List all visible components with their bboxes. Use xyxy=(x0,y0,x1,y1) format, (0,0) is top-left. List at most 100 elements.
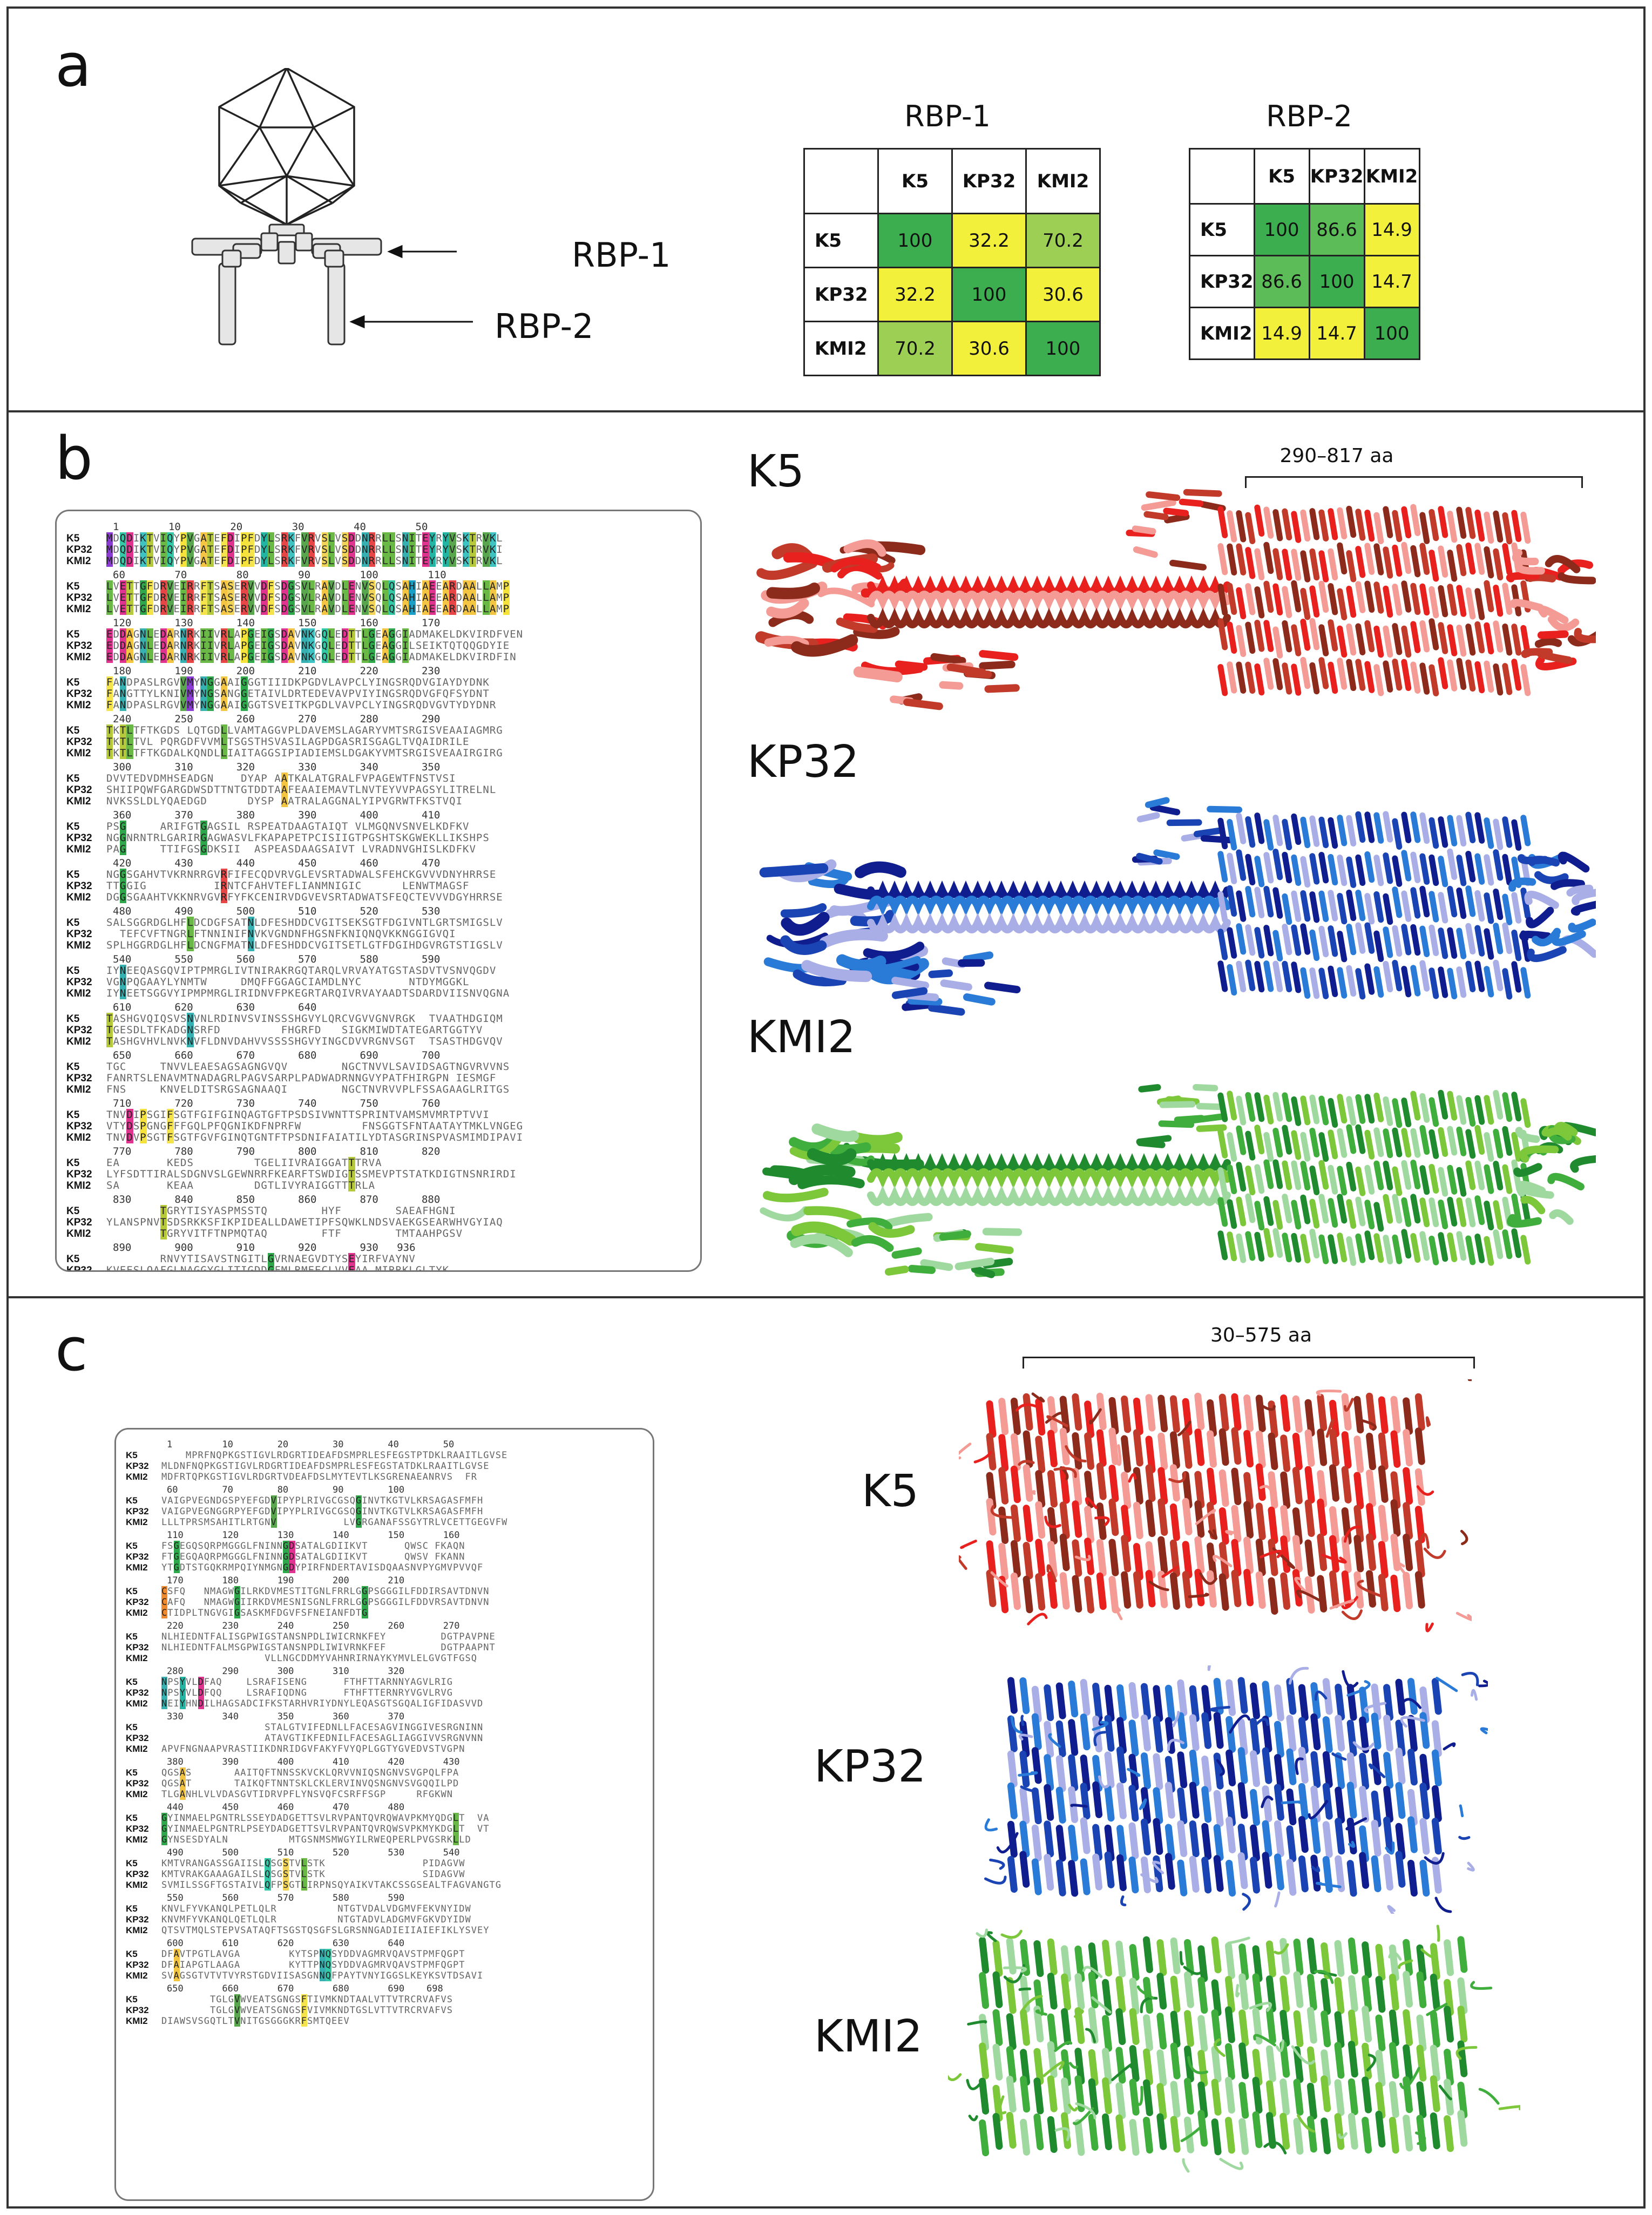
alignment-block: 60 70 80 90 100 K5 VAIGPVEGNDGSPYEFGDVIPYP… xyxy=(126,1485,645,1528)
sequence-name: K5 xyxy=(66,773,80,784)
alignment-block: 380 390 400 410 420 430 K5 QGSAS AAITQFTNN… xyxy=(126,1757,645,1800)
sequence-residues: LYFSDTTIRALSDGNVSLGEWNRRFKEARFTSWDIGTSSM… xyxy=(106,1168,517,1180)
column-header: K5 xyxy=(877,148,953,214)
alignment-row: KP32 VTYDSPGNGFFFGQLPFQGNIKDFNPRFW FNSGGT… xyxy=(66,1120,693,1132)
alignment-row: KP32 TGESDLTFKADGNSRFD FHGRFD SIGKMIWDTAT… xyxy=(66,1024,693,1036)
row-header: KMI2 xyxy=(803,321,879,376)
sequence-name: K5 xyxy=(66,1013,80,1025)
alignment-row: KMI2 DGGSGAAHTVKKNRVGVRFYFKCENIRVDGVEVSRT… xyxy=(66,891,693,903)
alignment-row: K5 QGSAS AAITQFTNNSSKVCKLQRVVNIQSNGNVSVGP… xyxy=(126,1767,645,1778)
alignment-row: KMI2 IYNEETSGGVYIPMPMRGLIRIDNVFPKEGRTARQI… xyxy=(66,987,693,999)
sequence-residues: TKTLTVL PQRGDFVVMLTSGSTHSVASILAGPDGASRIS… xyxy=(106,736,470,748)
sequence-name: K5 xyxy=(66,1109,80,1121)
alignment-block: 220 230 240 250 260 270 K5 NLHIEDNTFALISGP… xyxy=(126,1621,645,1664)
alignment-row: K5 DFAVTPGTLAVGA KYTSPNQSYDDVAGMRVQAVSTPM… xyxy=(126,1949,645,1960)
phage-diagram xyxy=(171,67,473,403)
alignment-ruler: 650 660 670 680 690 700 xyxy=(113,1049,441,1061)
protein-structure-kp32 xyxy=(980,1665,1488,1914)
column-header: KP32 xyxy=(1308,148,1365,205)
alignment-ruler: 330 340 350 360 370 xyxy=(167,1711,405,1722)
sequence-name: KMI2 xyxy=(126,1970,148,1981)
alignment-block: 120 130 140 150 160 170 K5 EDDAGNLEDARNRKI… xyxy=(66,617,693,663)
sequence-residues: VGNPQGAAYLYNMTW DMQFFGGAGCIAMDLNYC NTDYM… xyxy=(106,976,470,988)
alignment-row: KMI2 CTIDPLTNGVGIGSASKMFDGVFSFNEIANFDTG xyxy=(126,1608,645,1618)
sequence-residues: LLLTPRSMSAHITLRTGNV LVGRGANAFSSGYTRLVCET… xyxy=(161,1517,508,1528)
panel-letter-c: c xyxy=(55,1315,88,1384)
sequence-residues: STALGTVIFEDNLLFACESAGVINGGIVESRGNINN xyxy=(265,1722,484,1733)
sequence-name: KMI2 xyxy=(126,1517,148,1527)
sequence-name: K5 xyxy=(126,1631,138,1642)
column-header: KMI2 xyxy=(1363,148,1420,205)
alignment-row: KP32 MLDNFNQPKGSTIGVLRDGRTIDEAFDSMPRLESFE… xyxy=(126,1461,645,1472)
sequence-name: KMI2 xyxy=(66,796,91,807)
sequence-name: KMI2 xyxy=(66,748,91,759)
alignment-block: 480 490 500 510 520 530 K5 SALSGGRDGLHFLDC… xyxy=(66,905,693,951)
sequence-residues: FANDPASLRGVVMYNGGAAIGGGTSVEITKPGDLVAVPCL… xyxy=(106,699,497,711)
alignment-row: K5 NPSYVLDFAQ LSRAFISENG FTHFTTARNNYAGVLR… xyxy=(126,1677,645,1688)
sequence-name: KMI2 xyxy=(126,1608,148,1618)
alignment-row: KP32 GYINMAELPGNTRLPSEYDADGETTSVLRVPANTQV… xyxy=(126,1824,645,1834)
alignment-ruler: 420 430 440 450 460 470 xyxy=(113,857,441,869)
alignment-ruler: 600 610 620 630 640 xyxy=(167,1938,405,1949)
sequence-name: KMI2 xyxy=(66,604,91,615)
alignment-row: KP32 DFAIAPGTLAAGA KYTTPNQSYDDVAGMRVQAVST… xyxy=(126,1960,645,1970)
alignment-row: K5 TNVDIPSGIFSGTFGIFGINQAGTGFTPSDSIVWNTTS… xyxy=(66,1109,693,1121)
panel-letter-a: a xyxy=(55,31,92,100)
sequence-name: KP32 xyxy=(66,736,92,748)
sequence-name: KP32 xyxy=(66,1073,92,1084)
sequence-name: K5 xyxy=(126,1450,138,1460)
sequence-name: KP32 xyxy=(66,640,92,652)
protein-structure-k5 xyxy=(743,483,1596,720)
alignment-row: K5 TASHGVQIQSVSNVNLRDINVSVINSSSHGVYLQRCVG… xyxy=(66,1013,693,1025)
sequence-name: KP32 xyxy=(126,1506,149,1516)
sequence-name: K5 xyxy=(126,1813,138,1823)
alignment-row: KP32 KMTVRAKGAAAGAILSLQSGSTVLSTK SIDAGVW xyxy=(126,1869,645,1880)
domain-range-label: 30–575 aa xyxy=(1210,1324,1312,1346)
alignment-ruler: 380 390 400 410 420 430 xyxy=(167,1757,460,1767)
sequence-residues: QGSAS AAITQFTNNSSKVCKLQRVVNIQSNGNVSVGPQL… xyxy=(161,1767,459,1778)
sequence-name: KMI2 xyxy=(66,556,91,567)
alignment-block: 610 620 630 640 K5 TASHGVQIQSVSNVNLRDINVSV… xyxy=(66,1001,693,1047)
sequence-name: KP32 xyxy=(126,1642,149,1652)
sequence-name: K5 xyxy=(66,1254,80,1265)
structure-label-kmi2: KMI2 xyxy=(814,2011,923,2062)
alignment-block: 300 310 320 330 340 350 K5 DVVTEDVDMHSEADG… xyxy=(66,761,693,807)
sequence-name: K5 xyxy=(126,1949,138,1959)
sequence-alignment-rbp2: 1 10 20 30 40 50 K5 MPRFNQPKGSTIGVLRDGRTI… xyxy=(114,1428,654,2201)
alignment-block: 180 190 200 210 220 230 K5 FANDPASLRGVVMYN… xyxy=(66,665,693,711)
sequence-residues: NLHIEDNTFALMSGPWIGSTANSNPDLIWIVRNKFEF DG… xyxy=(161,1642,496,1653)
identity-cell: 14.9 xyxy=(1363,203,1420,256)
sequence-residues: MDQDIKTVIQYPVGATEFDIPFDYLSRKFVRVSLVSDDNR… xyxy=(106,544,503,556)
sequence-residues: CTIDPLTNGVGIGSASKMFDGVFSFNEIANFDTG xyxy=(161,1608,368,1618)
sequence-name: KP32 xyxy=(66,1217,92,1228)
panel-a: a xyxy=(6,6,1646,412)
sequence-name: KMI2 xyxy=(66,700,91,711)
sequence-residues: VLLNGCDDMYVAHNRIRNAYKYMVLELGVGTFGSQ xyxy=(265,1653,477,1664)
alignment-row: K5 GYINMAELPGNTRLSSEYDADGETTSVLRVPANTQVRQ… xyxy=(126,1813,645,1824)
alignment-block: 440 450 460 470 480 K5 GYINMAELPGNTRLSSEYD… xyxy=(126,1802,645,1845)
identity-cell: 32.2 xyxy=(951,213,1027,268)
alignment-row: KMI2 LVETTGFDRVEIRRFTSASERVVDFSDGSVLRAVDL… xyxy=(66,603,693,615)
panel-c: c 1 10 20 30 40 50 K5 MPRFNQPKGSTIGVLRDGR… xyxy=(6,1296,1646,2209)
alignment-row: K5 FANDPASLRGVVMYNGGAAIGGGTIIIDKPGDVLAVPC… xyxy=(66,676,693,688)
sequence-name: K5 xyxy=(126,1767,138,1778)
sequence-residues: MLDNFNQPKGSTIGVLRDGRTIDEAFDSMPRLESFEGSTA… xyxy=(161,1461,490,1472)
rbp1-label: RBP-1 xyxy=(572,235,671,275)
sequence-residues: IYNEEQASGQVIPTPMRGLIVTNIRAKRGQTARQLVRVAY… xyxy=(106,965,497,977)
identity-cell: 30.6 xyxy=(1025,267,1101,322)
alignment-block: 420 430 440 450 460 470 K5 NGGSGAHVTVKRNRR… xyxy=(66,857,693,903)
alignment-row: KMI2 FANDPASLRGVVMYNGGAAIGGGTSVEITKPGDLVA… xyxy=(66,699,693,711)
sequence-name: K5 xyxy=(66,533,80,544)
sequence-residues: EDDAGNLEDARNRKIIVRLAPGEIGSDAVNKGQLEDTTLG… xyxy=(106,640,510,652)
sequence-name: KP32 xyxy=(66,1121,92,1132)
sequence-residues: NEIYHNDILHAGSADCIFKSTARHVRIYDNYLEQASGTSG… xyxy=(161,1698,484,1709)
alignment-row: KP32 LYFSDTTIRALSDGNVSLGEWNRRFKEARFTSWDIG… xyxy=(66,1168,693,1180)
alignment-ruler: 540 550 560 570 580 590 xyxy=(113,953,441,965)
sequence-name: K5 xyxy=(66,677,80,688)
structure-label-kp32: KP32 xyxy=(747,736,859,788)
domain-range-bracket xyxy=(1023,1357,1475,1369)
sequence-name: KP32 xyxy=(126,1824,149,1834)
sequence-name: KMI2 xyxy=(126,1744,148,1754)
sequence-residues: MDQDIKTVIQYPVGATEFDIPFDYLSRKFVRVSLVSDDNR… xyxy=(106,532,503,544)
sequence-residues: TGRYTISYASPMSSTQ HYF SAEAFHGNI xyxy=(160,1205,456,1217)
